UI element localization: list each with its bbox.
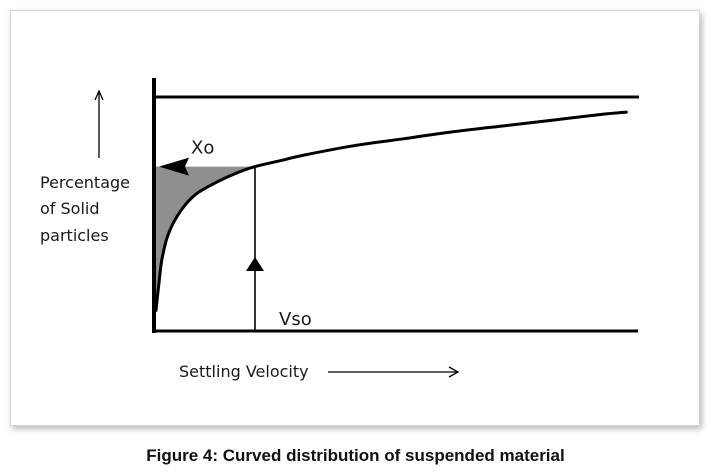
- y-axis-label: Percentage of Solid particles: [40, 173, 135, 245]
- chart: Percentage of Solid particles Vso Xo Set…: [40, 78, 639, 381]
- figure-caption: Figure 4: Curved distribution of suspend…: [146, 446, 565, 465]
- y-label-line-1: Percentage: [40, 173, 130, 192]
- x-direction-arrow: [328, 366, 460, 378]
- x-axis-label: Settling Velocity: [179, 362, 309, 381]
- figure-frame: Percentage of Solid particles Vso Xo Set…: [10, 10, 700, 426]
- xo-label: Xo: [191, 138, 214, 159]
- y-label-line-3: particles: [40, 226, 109, 245]
- xo-left-arrow-icon: [159, 157, 189, 176]
- vso-label: Vso: [279, 309, 312, 330]
- distribution-curve: [154, 110, 628, 312]
- y-direction-arrow: [94, 89, 104, 158]
- vso-up-arrow-icon: [246, 257, 264, 271]
- y-label-line-2: of Solid: [40, 199, 100, 218]
- shaded-region: [156, 166, 255, 311]
